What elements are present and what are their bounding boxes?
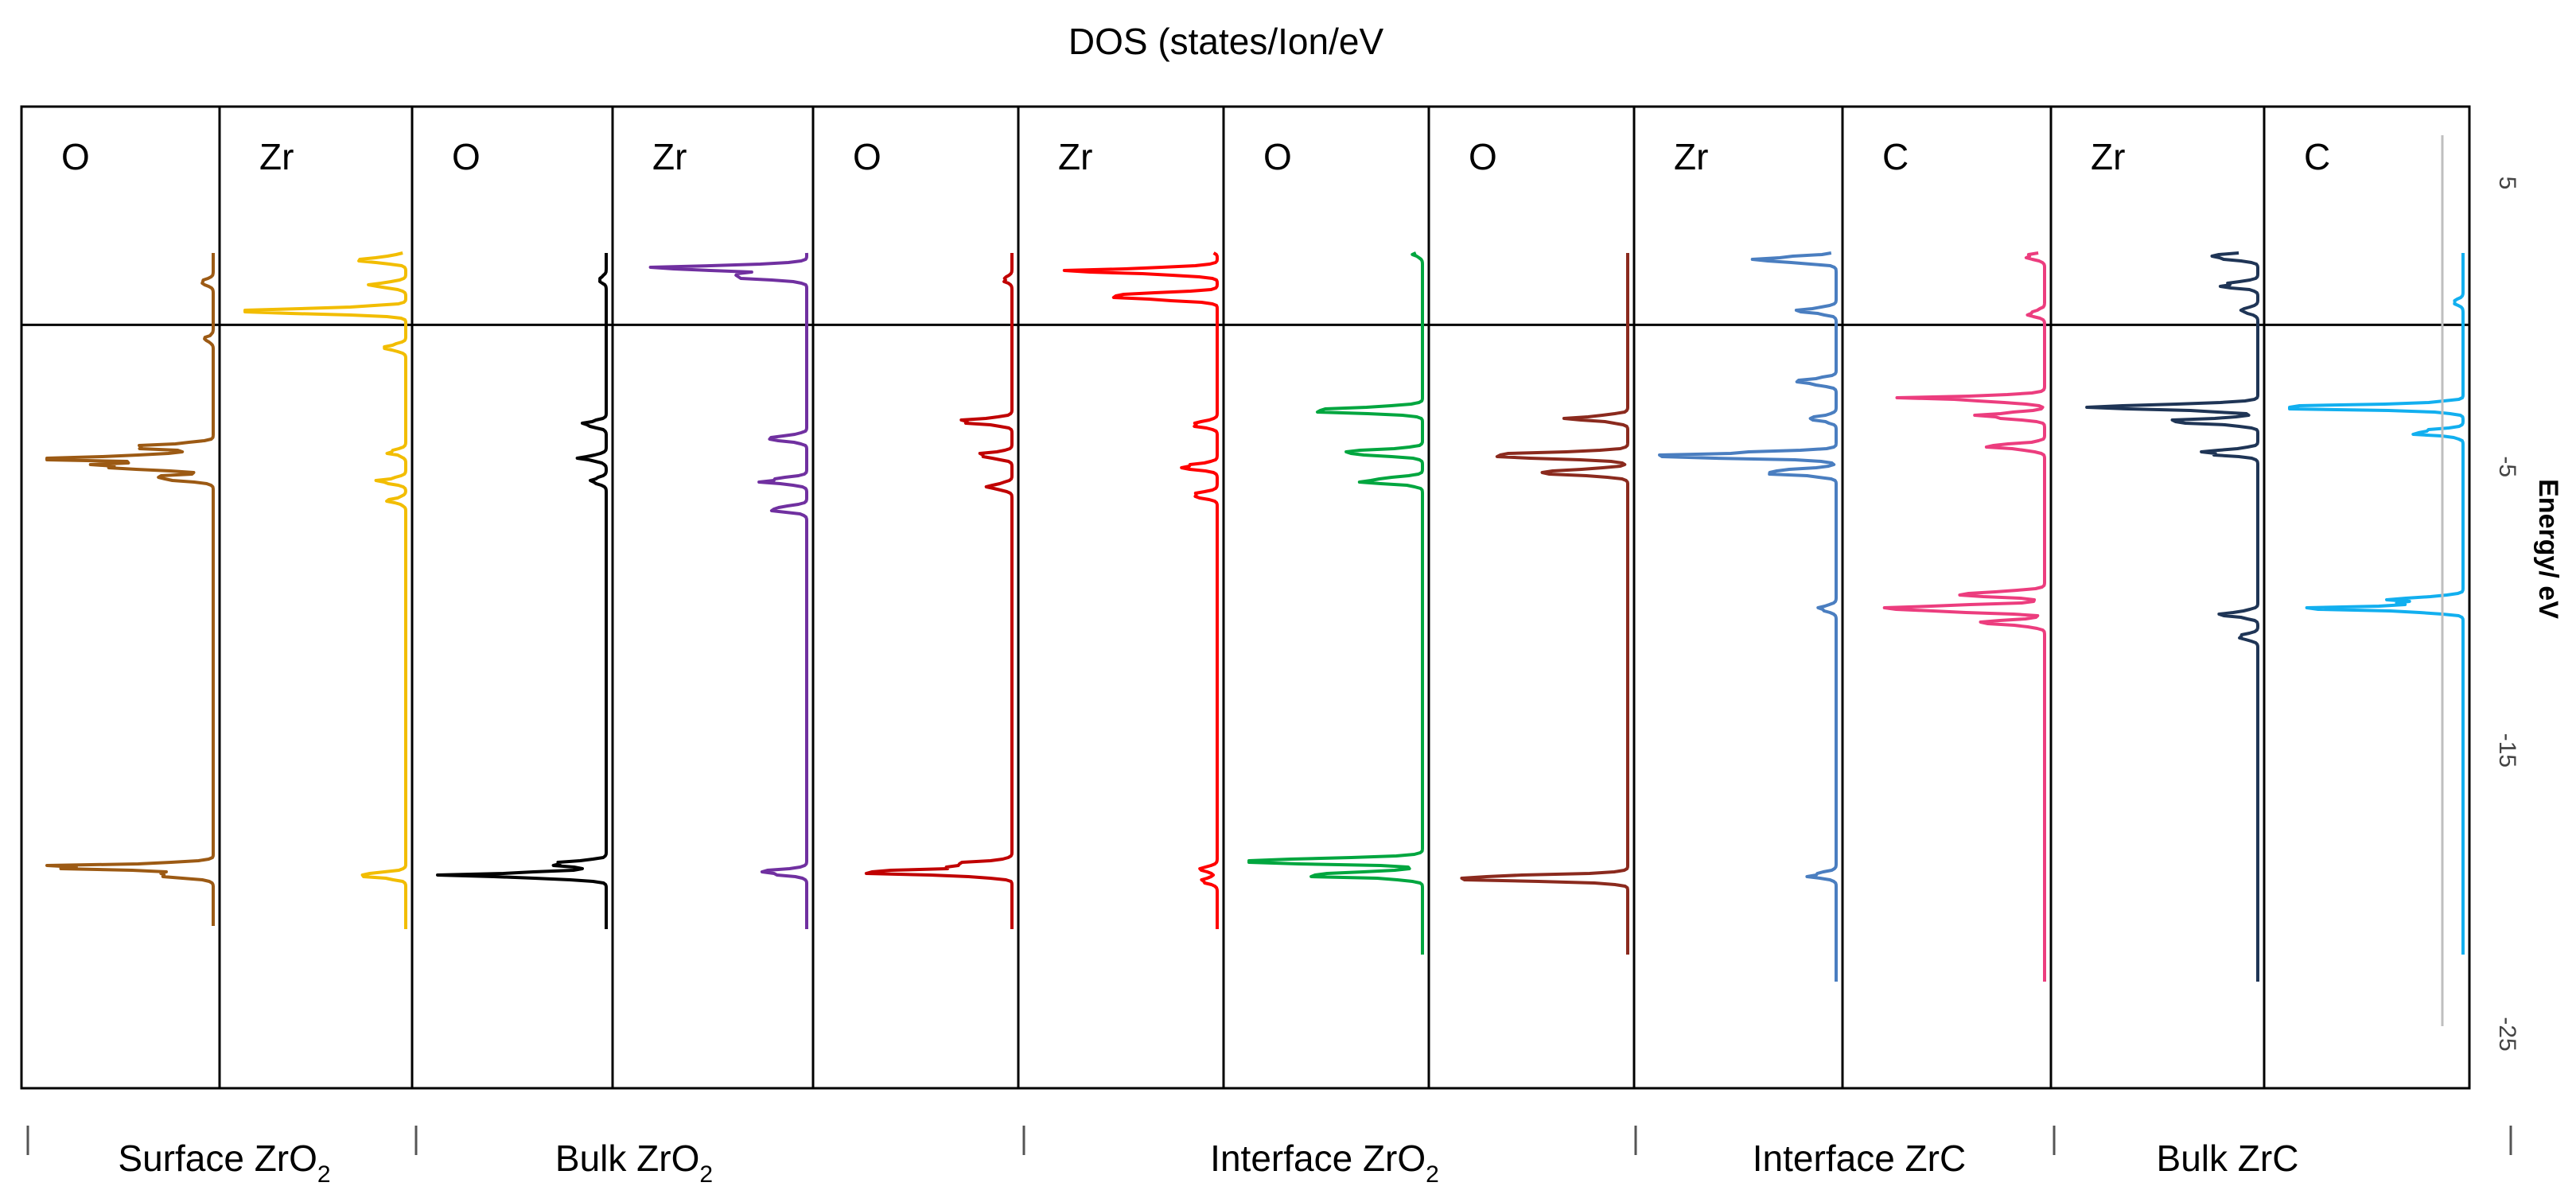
curves-layer: [45, 251, 2465, 982]
dos-curve-bulk-zrc-zr: [2085, 251, 2259, 982]
panel-label-11: Zr: [2091, 136, 2125, 177]
dos-curve-bulk-zrc-c: [2288, 253, 2465, 955]
panel-label-9: Zr: [1674, 136, 1708, 177]
y-tick-label: -15: [2494, 733, 2520, 768]
panel-label-10: C: [1882, 136, 1909, 177]
dos-curve-bulk-zro2-zr: [648, 252, 808, 929]
y-tick-label: -25: [2494, 1017, 2520, 1051]
panel-label-12: C: [2304, 136, 2330, 177]
panel-label-2: Zr: [259, 136, 294, 177]
dos-curve-surface-zro2-o: [45, 253, 215, 926]
dos-curve-interface-zrc-c: [1882, 251, 2046, 982]
dos-curve-interface-zrc-zr: [1658, 251, 1838, 982]
y-axis-label: Energy/ eV: [2533, 479, 2563, 619]
y-tick-label: -5: [2494, 456, 2520, 477]
dos-curve-surface-zro2-zr: [243, 251, 407, 929]
panel-label-4: Zr: [652, 136, 687, 177]
panel-label-3: O: [452, 136, 481, 177]
group-label-bulk-zrc: Bulk ZrC: [2157, 1138, 2299, 1179]
energy-axis: 5 -5 -15 -25 Energy/ eV: [2441, 135, 2563, 1052]
panels-layer: O Zr O Zr O Zr O O Zr C Zr C: [20, 105, 2471, 1090]
dos-curve-interface-zro2-o-2: [1460, 253, 1629, 955]
dos-curve-interface-zro2-o: [1247, 251, 1424, 955]
panel-label-1: O: [61, 136, 90, 177]
dos-curve-bulk-zro2-o: [436, 253, 608, 929]
panel-label-6: Zr: [1058, 136, 1092, 177]
panel-label-5: O: [853, 136, 881, 177]
panel-frame-12: [2263, 105, 2471, 1090]
y-tick-label: 5: [2494, 177, 2520, 190]
panel-label-8: O: [1469, 136, 1497, 177]
chart-title: DOS (states/Ion/eV: [1068, 21, 1384, 62]
dos-curve-bulk-zro2-o-2: [864, 253, 1014, 929]
dos-curve-interface-zro2-zr: [1062, 251, 1219, 929]
panel-label-7: O: [1263, 136, 1292, 177]
group-label-interface-zrc: Interface ZrC: [1753, 1138, 1966, 1179]
